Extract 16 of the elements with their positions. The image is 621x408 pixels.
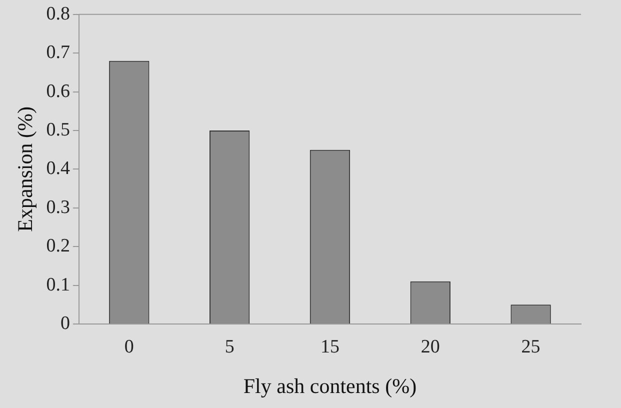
y-tick-label: 0.5 [46, 119, 70, 140]
x-tick-label: 25 [521, 336, 540, 358]
y-tick-label: 0.4 [46, 158, 70, 180]
y-tick-label: 0.8 [46, 3, 70, 24]
x-tick-label: 0 [124, 336, 134, 358]
y-tick-label: 0.1 [46, 274, 70, 296]
y-tick-label: 0.6 [46, 80, 70, 102]
x-tick-label: 20 [420, 336, 440, 358]
y-axis-title: Expansion (%) [13, 106, 38, 232]
y-tick-label: 0.2 [46, 236, 70, 257]
x-tick-label: 5 [224, 336, 234, 358]
x-tick-label: 15 [320, 336, 340, 358]
y-tick-label: 0 [60, 312, 70, 334]
y-tick-label: 0.7 [46, 42, 70, 64]
x-axis-title: Fly ash contents (%) [243, 374, 417, 398]
y-tick-label: 0.3 [46, 196, 70, 218]
